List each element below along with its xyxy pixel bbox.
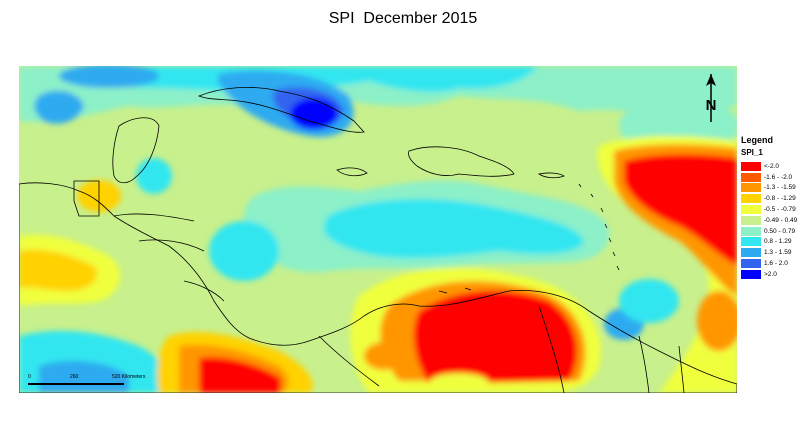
- spi-zone-wet-lesser-antilles: [619, 279, 679, 323]
- suriname-border: [678, 345, 685, 393]
- scale-tick-2: 520 Kilometers: [112, 374, 146, 380]
- cuba-outline: [197, 87, 365, 133]
- legend-row: 0.50 - 0.79: [741, 226, 803, 237]
- legend-label: 0.8 - 1.29: [764, 238, 792, 246]
- legend-row: 1.3 - 1.59: [741, 247, 803, 258]
- legend-swatch: [741, 248, 761, 258]
- legend-row: -0.8 - -1.29: [741, 193, 803, 204]
- spi-zone-wet-nw: [59, 66, 159, 88]
- legend-swatch: [741, 183, 761, 193]
- north-arrow-letter: N: [706, 97, 717, 114]
- spi-zone-wet-central-core: [324, 199, 584, 259]
- spi-map: [19, 66, 737, 393]
- legend-label: -1.3 - -1.59: [764, 184, 796, 192]
- legend-label: >2.0: [764, 270, 777, 278]
- legend-label: <-2.0: [764, 162, 779, 170]
- scale-bar-segment: [76, 383, 124, 385]
- colombia-border: [318, 335, 380, 387]
- legend-swatch: [741, 172, 761, 182]
- scale-tick-0: 0: [28, 374, 31, 380]
- legend-swatch: [741, 269, 761, 279]
- legend-title: Legend: [741, 135, 774, 145]
- north-arrow-icon: N: [701, 72, 721, 126]
- venezuela-border: [538, 305, 565, 393]
- spi-zone-dry-atlantic-core: [624, 154, 737, 266]
- legend-label: 1.3 - 1.59: [764, 249, 792, 257]
- small-islands: [438, 183, 620, 294]
- spi-zone-dry-colombia: [364, 342, 404, 370]
- legend-swatch: [741, 161, 761, 171]
- costa-rica-border: [183, 280, 225, 302]
- legend-swatch: [741, 259, 761, 269]
- legend-label: -0.5 - -0.79: [764, 206, 796, 214]
- spi-zone-dry-pacific-west-core: [19, 249, 98, 291]
- legend-label: -0.49 - 0.49: [764, 216, 798, 224]
- spi-zone-dry-venezuela-core: [413, 290, 578, 384]
- spi-zone-dry-south-central: [429, 373, 489, 393]
- map-title: SPI December 2015: [328, 10, 478, 27]
- spi-zone-wet-west-caribbean: [209, 221, 279, 281]
- legend-swatch: [741, 215, 761, 225]
- legend-field: SPI_1: [741, 148, 763, 157]
- legend-row: -0.5 - -0.79: [741, 204, 803, 215]
- scale-tick-1: 260: [70, 374, 79, 380]
- legend-swatch: [741, 237, 761, 247]
- honduras-border: [113, 213, 195, 222]
- spi-zone-dry-guiana: [697, 291, 737, 351]
- spi-zone-wet-honduras: [136, 158, 172, 194]
- legend-row: 1.6 - 2.0: [741, 258, 803, 269]
- legend-swatch: [741, 205, 761, 215]
- north-arrow-head: [706, 74, 716, 86]
- legend-swatch: [741, 194, 761, 204]
- legend-row: 0.8 - 1.29: [741, 237, 803, 248]
- legend-swatch: [741, 226, 761, 236]
- map-legend: Legend SPI_1 <-2.0 -1.6 - -2.0 -1.3 - -1.5…: [741, 135, 803, 280]
- puerto-rico-outline: [537, 172, 565, 179]
- spi-zone-wet-cuba-peak: [290, 98, 338, 130]
- jamaica-outline: [336, 167, 368, 177]
- legend-label: -1.6 - -2.0: [764, 173, 793, 181]
- country-boundaries: [19, 87, 737, 393]
- hispaniola-outline: [408, 146, 515, 177]
- nicaragua-border: [138, 239, 205, 252]
- legend-row: -1.3 - -1.59: [741, 183, 803, 194]
- spi-zone-wet-gulf: [34, 90, 84, 124]
- legend-label: 0.50 - 0.79: [764, 227, 796, 235]
- legend-row: -0.49 - 0.49: [741, 215, 803, 226]
- guyana-border: [638, 335, 650, 393]
- central-america-outline: [19, 182, 737, 393]
- legend-row: <-2.0: [741, 161, 803, 172]
- scale-bar: 0 260 520 Kilometers: [28, 374, 145, 392]
- legend-row: >2.0: [741, 269, 803, 280]
- legend-row: -1.6 - -2.0: [741, 172, 803, 183]
- yucatan-outline: [112, 117, 160, 184]
- spi-zone-dry-panama-core: [199, 357, 281, 393]
- legend-label: 1.6 - 2.0: [764, 260, 788, 268]
- guatemala-border: [73, 180, 100, 217]
- legend-label: -0.8 - -1.29: [764, 195, 796, 203]
- legend-classes: <-2.0 -1.6 - -2.0 -1.3 - -1.59 -0.8 - -1.29…: [741, 161, 803, 280]
